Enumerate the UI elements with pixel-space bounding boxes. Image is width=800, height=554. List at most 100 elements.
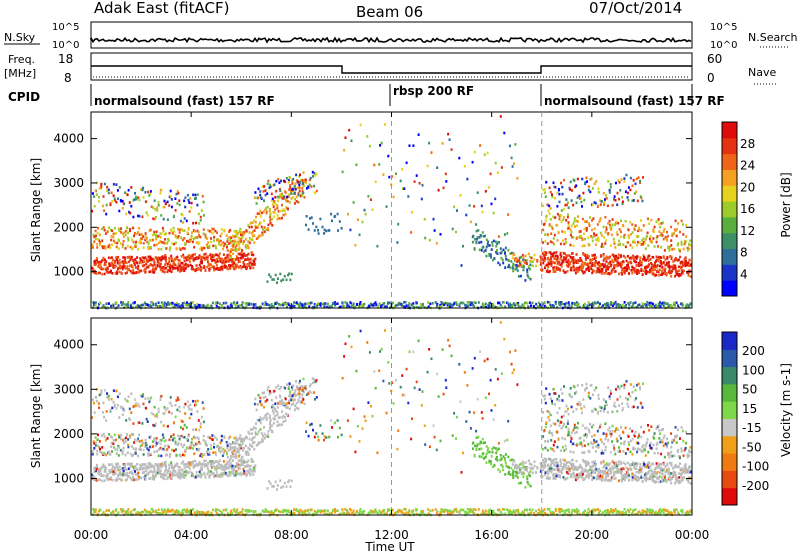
velocity-cell <box>269 428 272 432</box>
power-cell <box>164 254 167 257</box>
velocity-cell <box>546 470 549 473</box>
power-cell <box>591 262 594 265</box>
velocity-cell <box>98 393 101 397</box>
power-cell <box>531 264 534 268</box>
velocity-cell <box>485 445 488 448</box>
power-cell <box>149 239 151 242</box>
power-cell <box>468 302 471 306</box>
power-cell <box>621 200 624 204</box>
power-cell <box>469 301 472 304</box>
velocity-cell <box>468 410 471 414</box>
velocity-cell <box>309 383 312 386</box>
power-cell <box>600 272 603 275</box>
power-cell <box>686 303 689 306</box>
power-cell <box>533 253 536 257</box>
power-cell <box>643 259 646 262</box>
power-cell <box>477 301 480 304</box>
power-cell <box>112 266 115 269</box>
power-cell <box>664 258 667 261</box>
power-cell <box>229 258 232 262</box>
power-cell <box>103 245 106 248</box>
power-cell <box>163 270 166 274</box>
power-cell <box>259 209 262 213</box>
power-cell <box>609 301 612 304</box>
velocity-cell <box>545 477 548 480</box>
power-cell <box>178 267 181 271</box>
power-cell <box>580 200 583 204</box>
power-cell <box>684 256 687 259</box>
power-cell <box>330 304 333 308</box>
power-cell <box>623 233 626 237</box>
velocity-cell <box>286 413 289 417</box>
power-cell <box>630 269 633 272</box>
power-cell <box>681 303 684 307</box>
power-cell <box>198 267 201 271</box>
power-cell <box>144 267 147 271</box>
power-cell <box>649 240 652 243</box>
power-cell <box>144 256 147 259</box>
power-cell <box>662 301 665 304</box>
velocity-cell <box>115 452 118 455</box>
power-cell <box>476 191 479 194</box>
power-cell <box>334 214 337 218</box>
velocity-cell <box>196 464 199 467</box>
velocity-cell <box>116 403 119 407</box>
power-cell <box>647 259 650 263</box>
power-cell <box>126 193 129 197</box>
power-cell <box>270 192 273 196</box>
velocity-cell <box>281 423 283 426</box>
velocity-cell <box>305 388 307 391</box>
power-cell <box>632 302 635 305</box>
power-cell <box>517 301 520 305</box>
power-cell <box>160 232 163 235</box>
velocity-cell <box>229 465 232 469</box>
velocity-cell <box>481 437 484 441</box>
power-cell <box>191 301 194 304</box>
power-cell <box>317 302 320 305</box>
power-cell <box>242 255 244 258</box>
velocity-cell <box>437 395 440 398</box>
power-cell <box>177 268 180 271</box>
velocity-cell <box>183 423 186 427</box>
power-cell <box>511 266 514 270</box>
velocity-cell <box>262 396 265 400</box>
power-cell <box>560 262 563 265</box>
power-cell <box>608 256 611 259</box>
power-cell <box>668 266 671 269</box>
power-cell <box>93 204 96 208</box>
power-cell <box>481 210 484 214</box>
power-cell <box>248 264 251 267</box>
power-cell <box>417 133 420 136</box>
power-cell <box>210 255 213 259</box>
velocity-cell <box>392 402 395 405</box>
power-cell <box>180 261 183 265</box>
velocity-cell <box>284 386 287 390</box>
power-cell <box>181 213 184 217</box>
power-cell <box>565 219 568 222</box>
velocity-cell <box>292 398 295 402</box>
power-cell <box>605 302 608 305</box>
velocity-cell <box>219 464 222 467</box>
power-cell <box>153 243 156 247</box>
power-cell <box>113 259 116 263</box>
velocity-cell <box>111 450 113 453</box>
power-colorbar-swatch <box>722 169 737 186</box>
power-cell <box>530 304 532 307</box>
power-cell <box>663 256 665 259</box>
power-cell <box>133 198 136 201</box>
power-cell <box>636 305 639 309</box>
velocity-cell <box>137 471 140 475</box>
velocity-cell <box>290 403 293 407</box>
power-cell <box>224 242 227 246</box>
velocity-cell <box>105 474 108 477</box>
power-cell <box>614 199 617 202</box>
power-cell <box>671 265 674 269</box>
power-cell <box>503 233 506 236</box>
velocity-cell <box>317 438 320 442</box>
power-cell <box>456 209 458 212</box>
velocity-cell <box>261 438 264 441</box>
velocity-cell <box>267 430 270 433</box>
velocity-cell <box>187 405 190 408</box>
velocity-cell <box>276 420 279 424</box>
power-cell <box>196 236 199 239</box>
